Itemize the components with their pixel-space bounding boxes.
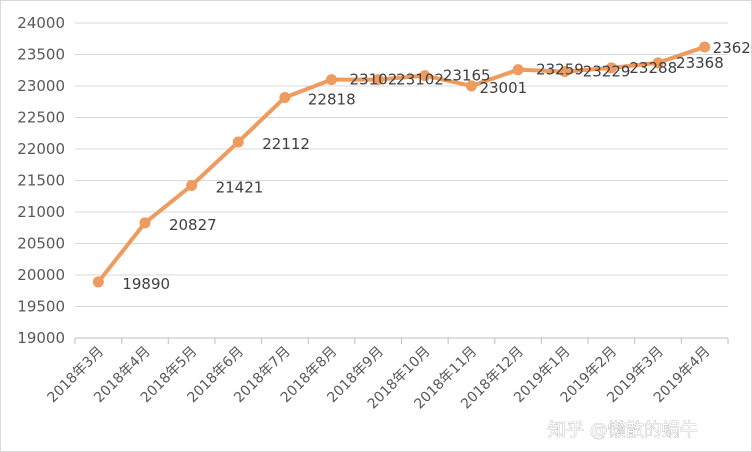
y-tick-label: 21000	[17, 203, 65, 221]
data-point	[605, 62, 617, 74]
data-point	[92, 276, 104, 288]
data-point	[652, 57, 664, 69]
y-tick-label: 19500	[17, 298, 65, 316]
y-tick-label: 23500	[17, 46, 65, 64]
data-point	[372, 74, 384, 86]
y-tick-label: 23000	[17, 77, 65, 95]
watermark-text: 知乎 @懒散的蜗牛	[548, 420, 698, 441]
data-point	[699, 41, 711, 53]
data-label: 23288	[629, 59, 677, 77]
data-label: 22818	[308, 90, 356, 108]
data-label: 23102	[396, 71, 444, 89]
y-tick-label: 20500	[17, 235, 65, 253]
data-label: 22112	[262, 135, 310, 153]
data-label: 23259	[536, 61, 584, 79]
data-label: 23229	[583, 63, 631, 81]
data-point	[512, 64, 524, 76]
y-tick-label: 22500	[17, 109, 65, 127]
data-point	[186, 179, 198, 191]
y-tick-label: 21500	[17, 172, 65, 190]
data-point	[419, 70, 431, 82]
data-label: 21421	[216, 178, 264, 196]
data-point	[232, 136, 244, 148]
y-tick-label: 20000	[17, 266, 65, 284]
series-line	[96, 44, 707, 284]
y-tick-label: 24000	[17, 14, 65, 32]
data-point	[279, 91, 291, 103]
y-tick-label: 19000	[17, 329, 65, 347]
data-label: 23001	[479, 79, 527, 97]
data-label: 19890	[122, 275, 170, 293]
data-label: 23102	[350, 71, 398, 89]
data-point	[326, 74, 338, 86]
data-label: 23165	[443, 67, 491, 85]
y-tick-label: 22000	[17, 140, 65, 158]
data-label: 23368	[676, 54, 724, 72]
data-label: 23620	[713, 39, 752, 57]
data-point	[139, 217, 151, 229]
data-point	[465, 80, 477, 92]
data-point	[559, 66, 571, 78]
data-label: 20827	[169, 216, 217, 234]
